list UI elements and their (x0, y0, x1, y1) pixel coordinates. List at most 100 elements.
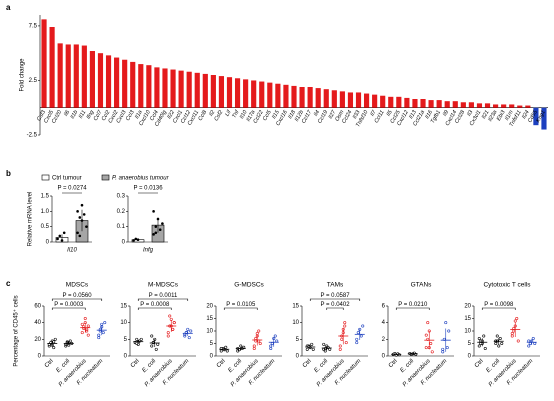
y-tick-label: 0.3 (117, 194, 126, 200)
y-tick-label: 40 (34, 320, 41, 326)
data-point (136, 238, 140, 241)
p-value: P = 0.0402 (320, 302, 350, 308)
data-point (156, 217, 160, 221)
data-point (528, 341, 532, 345)
bar (493, 104, 499, 108)
data-point (409, 352, 413, 356)
bar (388, 96, 394, 108)
data-point (322, 342, 326, 346)
data-point (80, 331, 84, 335)
x-tick-label: Ccl7 (93, 109, 104, 122)
bar (202, 73, 208, 108)
data-point (500, 341, 504, 345)
data-point (310, 342, 314, 346)
x-tick-label: Il13 (408, 109, 418, 120)
bar (452, 101, 458, 108)
bar (420, 99, 426, 108)
data-point (323, 347, 327, 351)
bracket (223, 307, 258, 310)
bar (533, 107, 539, 126)
bar (525, 105, 531, 108)
data-point (166, 331, 170, 335)
data-point (441, 350, 445, 354)
bracket (51, 307, 86, 310)
x-tick-label: Ctrl (216, 358, 227, 369)
y-tick-label: 10 (120, 320, 127, 326)
bar (396, 96, 402, 108)
x-tick-label: Il1b (70, 109, 80, 120)
bar (339, 91, 345, 108)
x-tick-label: Ctrl (130, 358, 141, 369)
subplot-title: Cytotoxic T cells (483, 282, 531, 289)
data-point (497, 344, 501, 348)
bar (259, 81, 265, 108)
data-point (132, 239, 135, 242)
bar (307, 87, 313, 108)
y-tick-label: 20 (464, 304, 471, 310)
data-point (273, 334, 277, 338)
data-point (168, 314, 172, 318)
x-tick-label: Il2 (208, 109, 216, 117)
y-tick-label: 5 (296, 337, 300, 343)
bar (315, 88, 321, 108)
y-tick-label: 4 (382, 320, 386, 326)
data-point (527, 339, 531, 343)
subplot-title: M-MDSCs (148, 282, 179, 289)
y-tick-label: 15 (206, 316, 213, 322)
bar (412, 99, 418, 108)
x-tick-label: Lif (224, 109, 232, 117)
data-point (252, 346, 256, 350)
y-tick-label: 0.5 (41, 224, 50, 230)
data-point (343, 324, 347, 328)
data-point (183, 334, 187, 338)
data-point (236, 349, 240, 353)
data-point (166, 334, 170, 338)
bar (105, 55, 112, 108)
y-tick-label: 2.5 (29, 78, 38, 84)
y-tick-label: 15 (120, 304, 127, 310)
bar (501, 104, 507, 108)
x-tick-label: Il7 (370, 109, 379, 118)
bar (243, 79, 249, 108)
data-point (495, 334, 499, 338)
x-tick-label: Ctrl (388, 358, 399, 369)
y-tick-label: 5 (210, 341, 214, 347)
data-point (158, 228, 162, 232)
data-point (52, 346, 56, 350)
p-value: P = 0.0136 (133, 186, 163, 192)
y-tick-label: 60 (34, 304, 41, 310)
x-tick-label: Il4 (313, 109, 321, 117)
data-point (305, 347, 309, 351)
y-tick-label: 15 (292, 304, 299, 310)
bar (49, 27, 55, 108)
data-point (135, 337, 139, 341)
bar (323, 89, 329, 108)
data-point (359, 334, 363, 338)
x-tick-label: Il3 (466, 109, 475, 118)
data-point (311, 347, 315, 351)
data-point (444, 321, 448, 325)
bar (226, 77, 233, 108)
data-point (338, 347, 342, 351)
bar (154, 67, 160, 108)
data-point (483, 346, 487, 350)
bar (347, 92, 354, 108)
x-tick-label: Il12b (294, 109, 305, 122)
x-tick-label: Ifng (86, 109, 96, 121)
data-point (154, 231, 158, 235)
x-tick-label: Ccl8 (198, 109, 209, 122)
p-value: P = 0.0560 (62, 293, 92, 299)
data-point (340, 337, 344, 341)
y-tick-label: 10 (206, 329, 213, 335)
p-value: P = 0.0210 (398, 302, 428, 308)
x-tick-label: Ctrl (474, 358, 485, 369)
bar (170, 69, 176, 108)
y-axis-label: Relative mRNA level (28, 192, 34, 247)
bar (436, 100, 442, 108)
panel-label: a (6, 3, 11, 12)
x-tick-label: Il22 (166, 109, 176, 120)
bar (444, 101, 450, 108)
bracket (137, 298, 189, 301)
data-point (82, 213, 86, 216)
data-point (189, 329, 193, 333)
